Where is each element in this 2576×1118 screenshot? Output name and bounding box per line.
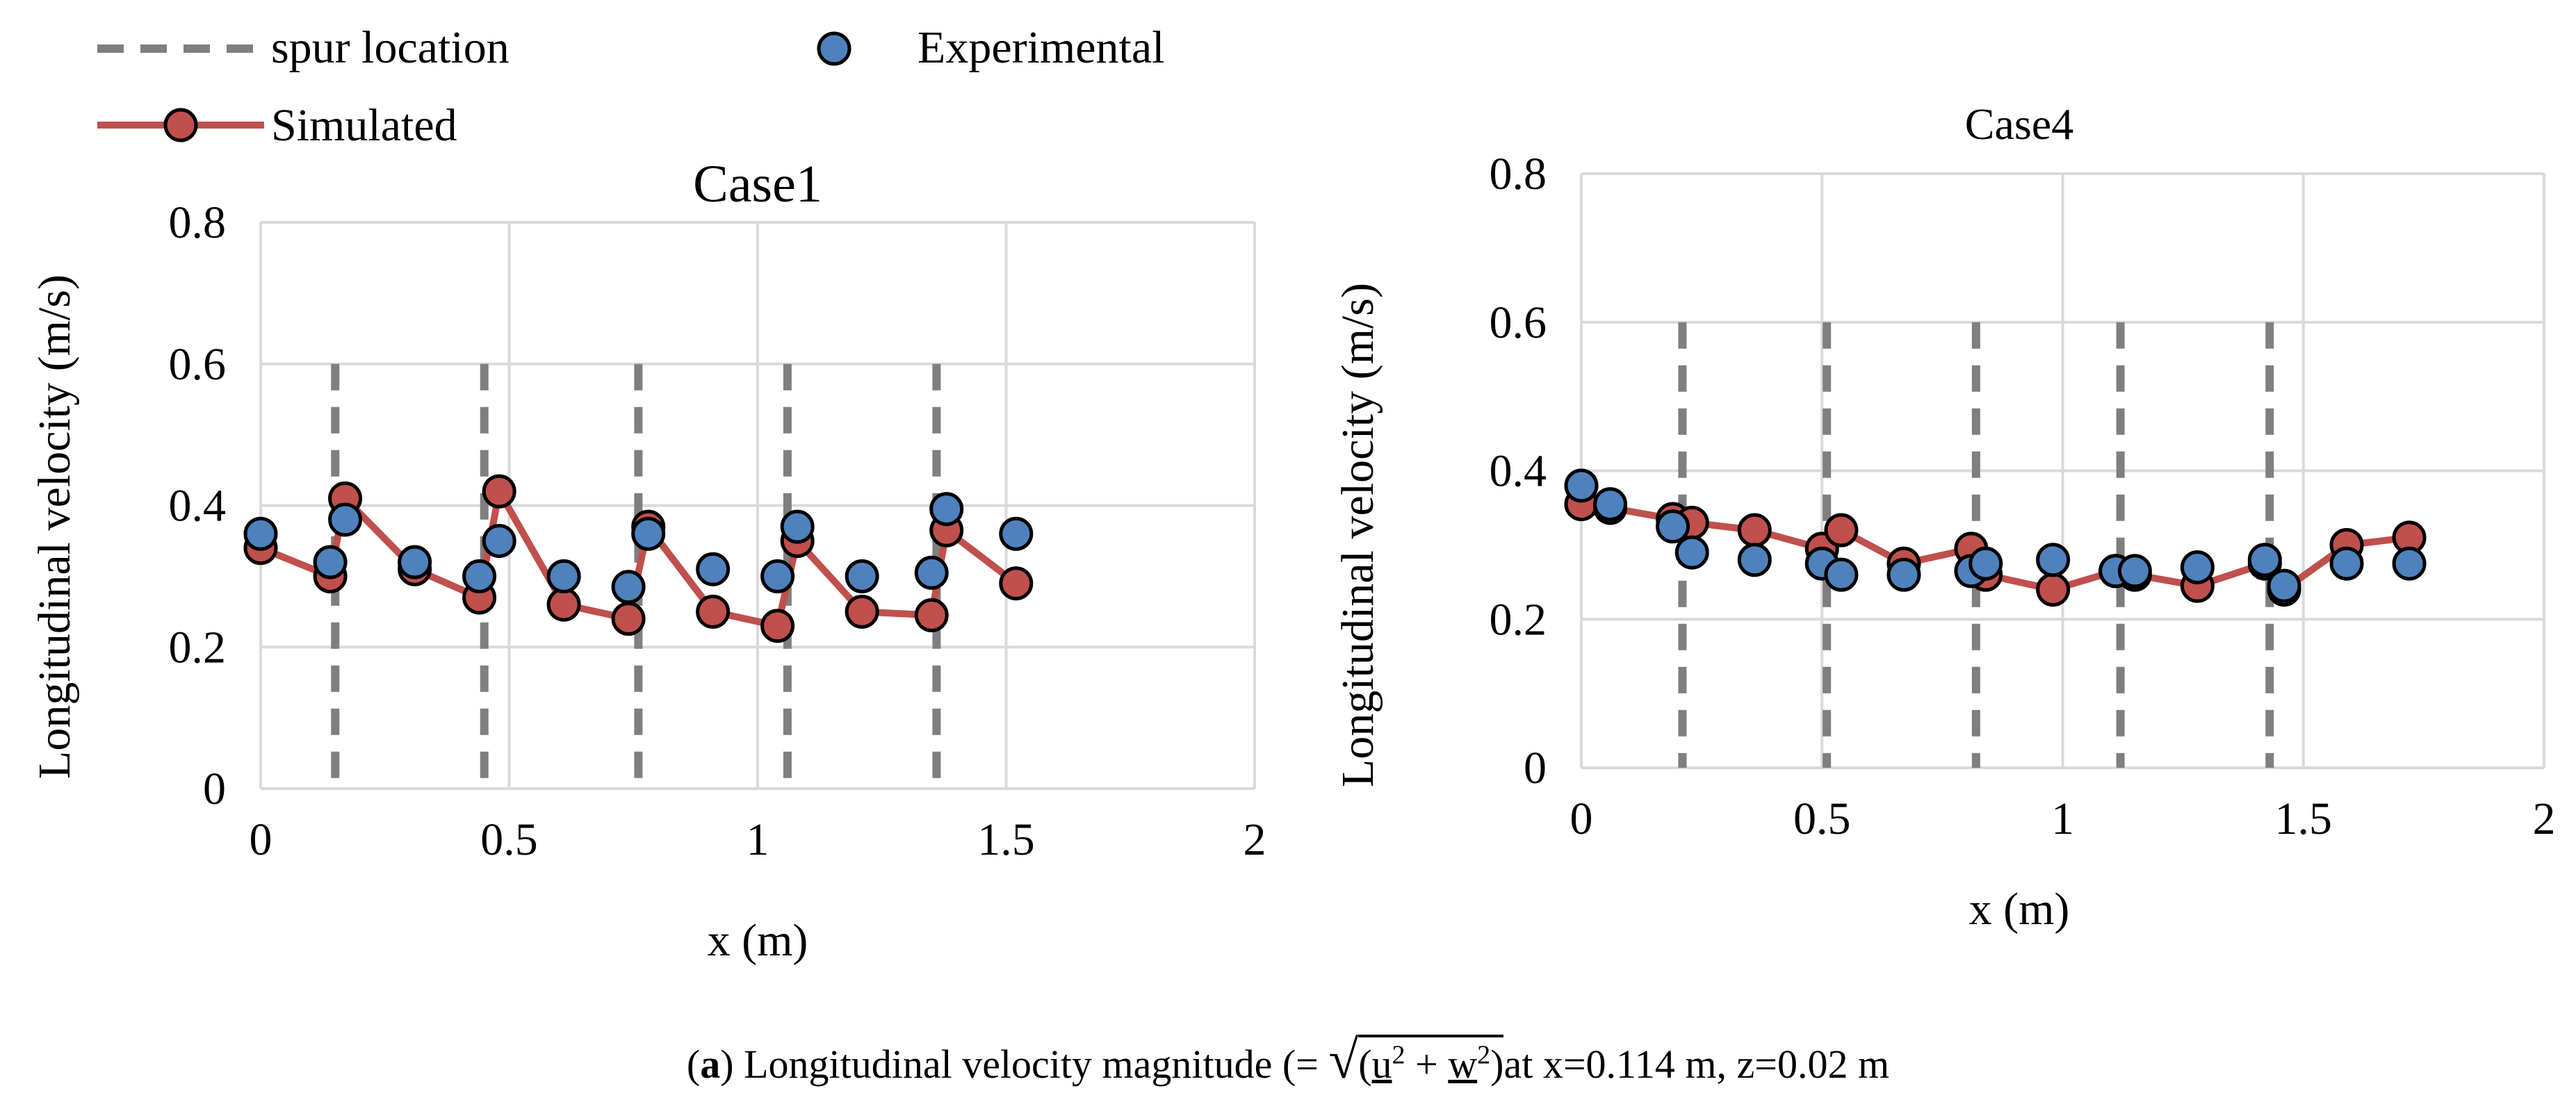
caption-label: a xyxy=(700,1042,721,1087)
case1-experimental-point xyxy=(780,509,815,544)
case4-simulated-point xyxy=(1824,513,1859,548)
case1-x-tick-label: 1.5 xyxy=(977,814,1035,865)
case4-experimental-point xyxy=(2036,543,2071,577)
case4-simulated-point xyxy=(1737,513,1772,548)
caption-text-before: ) Longitudinal velocity magnitude (= xyxy=(720,1042,1329,1087)
case4-experimental-point xyxy=(2267,568,2301,603)
case4-experimental-point xyxy=(1564,468,1599,503)
case4-y-tick-label: 0.2 xyxy=(1490,594,1547,645)
case1-simulated-point xyxy=(611,602,646,636)
case1-simulated-point xyxy=(999,566,1034,601)
caption-u-power: 2 xyxy=(1392,1040,1405,1070)
case4-experimental-point xyxy=(2180,550,2215,584)
case1-experimental-point xyxy=(929,492,964,527)
case1-y-tick-label: 0.4 xyxy=(169,481,227,532)
case4-x-tick-label: 1 xyxy=(2051,794,2074,844)
case1-experimental-point xyxy=(760,559,795,593)
figure-canvas: spur location Simulated Experimental 0 0.… xyxy=(29,22,2556,966)
case4-experimental-point xyxy=(2392,546,2427,581)
caption-text-after: at x=0.114 m, z=0.02 m xyxy=(1503,1042,1890,1087)
case1-x-axis-label: x (m) xyxy=(708,915,808,966)
legend-simulated-marker xyxy=(163,108,198,142)
legend-simulated-label: Simulated xyxy=(271,100,457,151)
case4-x-tick-label: 0.5 xyxy=(1793,794,1851,844)
case4-y-tick-label: 0 xyxy=(1524,743,1547,794)
caption-radicand-open: ( xyxy=(1358,1042,1372,1087)
case1-experimental-point xyxy=(999,516,1034,551)
figure-caption: (a) Longitudinal velocity magnitude (= √… xyxy=(0,1028,2576,1091)
case4-x-tick-label: 2 xyxy=(2533,794,2556,844)
case4-experimental-point xyxy=(1886,557,1921,592)
case1-simulated-point xyxy=(914,598,949,632)
caption-w: w xyxy=(1448,1042,1478,1087)
case4-experimental-point xyxy=(2247,543,2282,577)
case4-y-axis-label: Longitudinal velocity (m/s) xyxy=(1332,283,1383,787)
caption-radicand: (u2 + w2) xyxy=(1358,1035,1504,1087)
case4-x-tick-label: 0 xyxy=(1570,794,1593,844)
case4-x-axis-label: x (m) xyxy=(1969,884,2070,935)
case4-y-tick-label: 0.4 xyxy=(1490,446,1547,497)
case4-title: Case4 xyxy=(1965,99,2073,149)
case1-experimental-point xyxy=(914,555,949,590)
caption-open-paren: ( xyxy=(686,1042,701,1087)
case4-experimental-point xyxy=(2329,546,2364,581)
case4-x-tick-label: 1.5 xyxy=(2275,794,2333,844)
case1-y-tick-label: 0.8 xyxy=(169,197,227,248)
case1-experimental-point xyxy=(845,559,879,593)
case4-experimental-point xyxy=(1674,535,1709,570)
caption-sqrt-symbol: √ xyxy=(1328,1029,1359,1090)
case1-simulated-point xyxy=(845,594,879,629)
case1-experimental-point xyxy=(631,516,666,551)
case4-experimental-point xyxy=(1968,546,2003,581)
case1-experimental-point xyxy=(243,516,278,551)
case1-experimental-point xyxy=(313,545,348,579)
case1-y-tick-label: 0.2 xyxy=(169,622,227,673)
legend-experimental-label: Experimental xyxy=(918,22,1165,73)
case1-experimental-point xyxy=(398,545,432,579)
case1-experimental-point xyxy=(611,570,646,605)
legend: spur location Simulated Experimental xyxy=(97,22,1165,151)
case1-x-tick-label: 1 xyxy=(747,814,769,865)
caption-plus: + xyxy=(1405,1042,1449,1087)
case4-experimental-point xyxy=(2117,554,2152,589)
case1-chart: 0 0.2 0.4 0.6 0.8 0 0.5 1 1.5 2 Case1 x (m) Longi… xyxy=(29,155,1266,966)
case1-title: Case1 xyxy=(693,155,822,213)
caption-radicand-close: ) xyxy=(1490,1042,1504,1087)
case1-experimental-point xyxy=(482,523,516,558)
case4-simulated-point xyxy=(2036,573,2071,607)
case1-simulated-point xyxy=(696,594,731,629)
case1-x-tick-label: 0 xyxy=(250,814,272,865)
case4-experimental-point xyxy=(1656,509,1690,544)
case1-experimental-point xyxy=(462,559,497,593)
case4-experimental-point xyxy=(1824,557,1859,592)
case4-experimental-point xyxy=(1737,543,1772,577)
case1-x-tick-label: 2 xyxy=(1244,814,1266,865)
caption-u: u xyxy=(1371,1042,1392,1087)
legend-spur-label: spur location xyxy=(271,22,510,73)
case1-simulated-point xyxy=(482,474,516,509)
case1-y-axis-label: Longitudinal velocity (m/s) xyxy=(29,274,80,779)
case4-experimental-point xyxy=(1593,487,1628,522)
case1-y-tick-label: 0 xyxy=(203,764,226,814)
case1-simulated-point xyxy=(760,609,795,643)
case1-experimental-point xyxy=(546,559,581,593)
case4-y-tick-label: 0.8 xyxy=(1490,149,1547,199)
case1-simulated-point xyxy=(546,587,581,622)
case1-x-tick-label: 0.5 xyxy=(480,814,538,865)
case1-experimental-point xyxy=(696,552,731,586)
case1-simulated-line xyxy=(259,488,1018,630)
case1-experimental-point xyxy=(328,502,363,537)
caption-w-power: 2 xyxy=(1477,1040,1491,1070)
case4-chart: 0 0.2 0.4 0.6 0.8 0 0.5 1 1.5 2 Case4 x (m) Longi… xyxy=(1332,99,2556,935)
case1-y-tick-label: 0.6 xyxy=(169,339,227,390)
legend-experimental-marker xyxy=(817,31,851,66)
case4-y-tick-label: 0.6 xyxy=(1490,297,1547,348)
